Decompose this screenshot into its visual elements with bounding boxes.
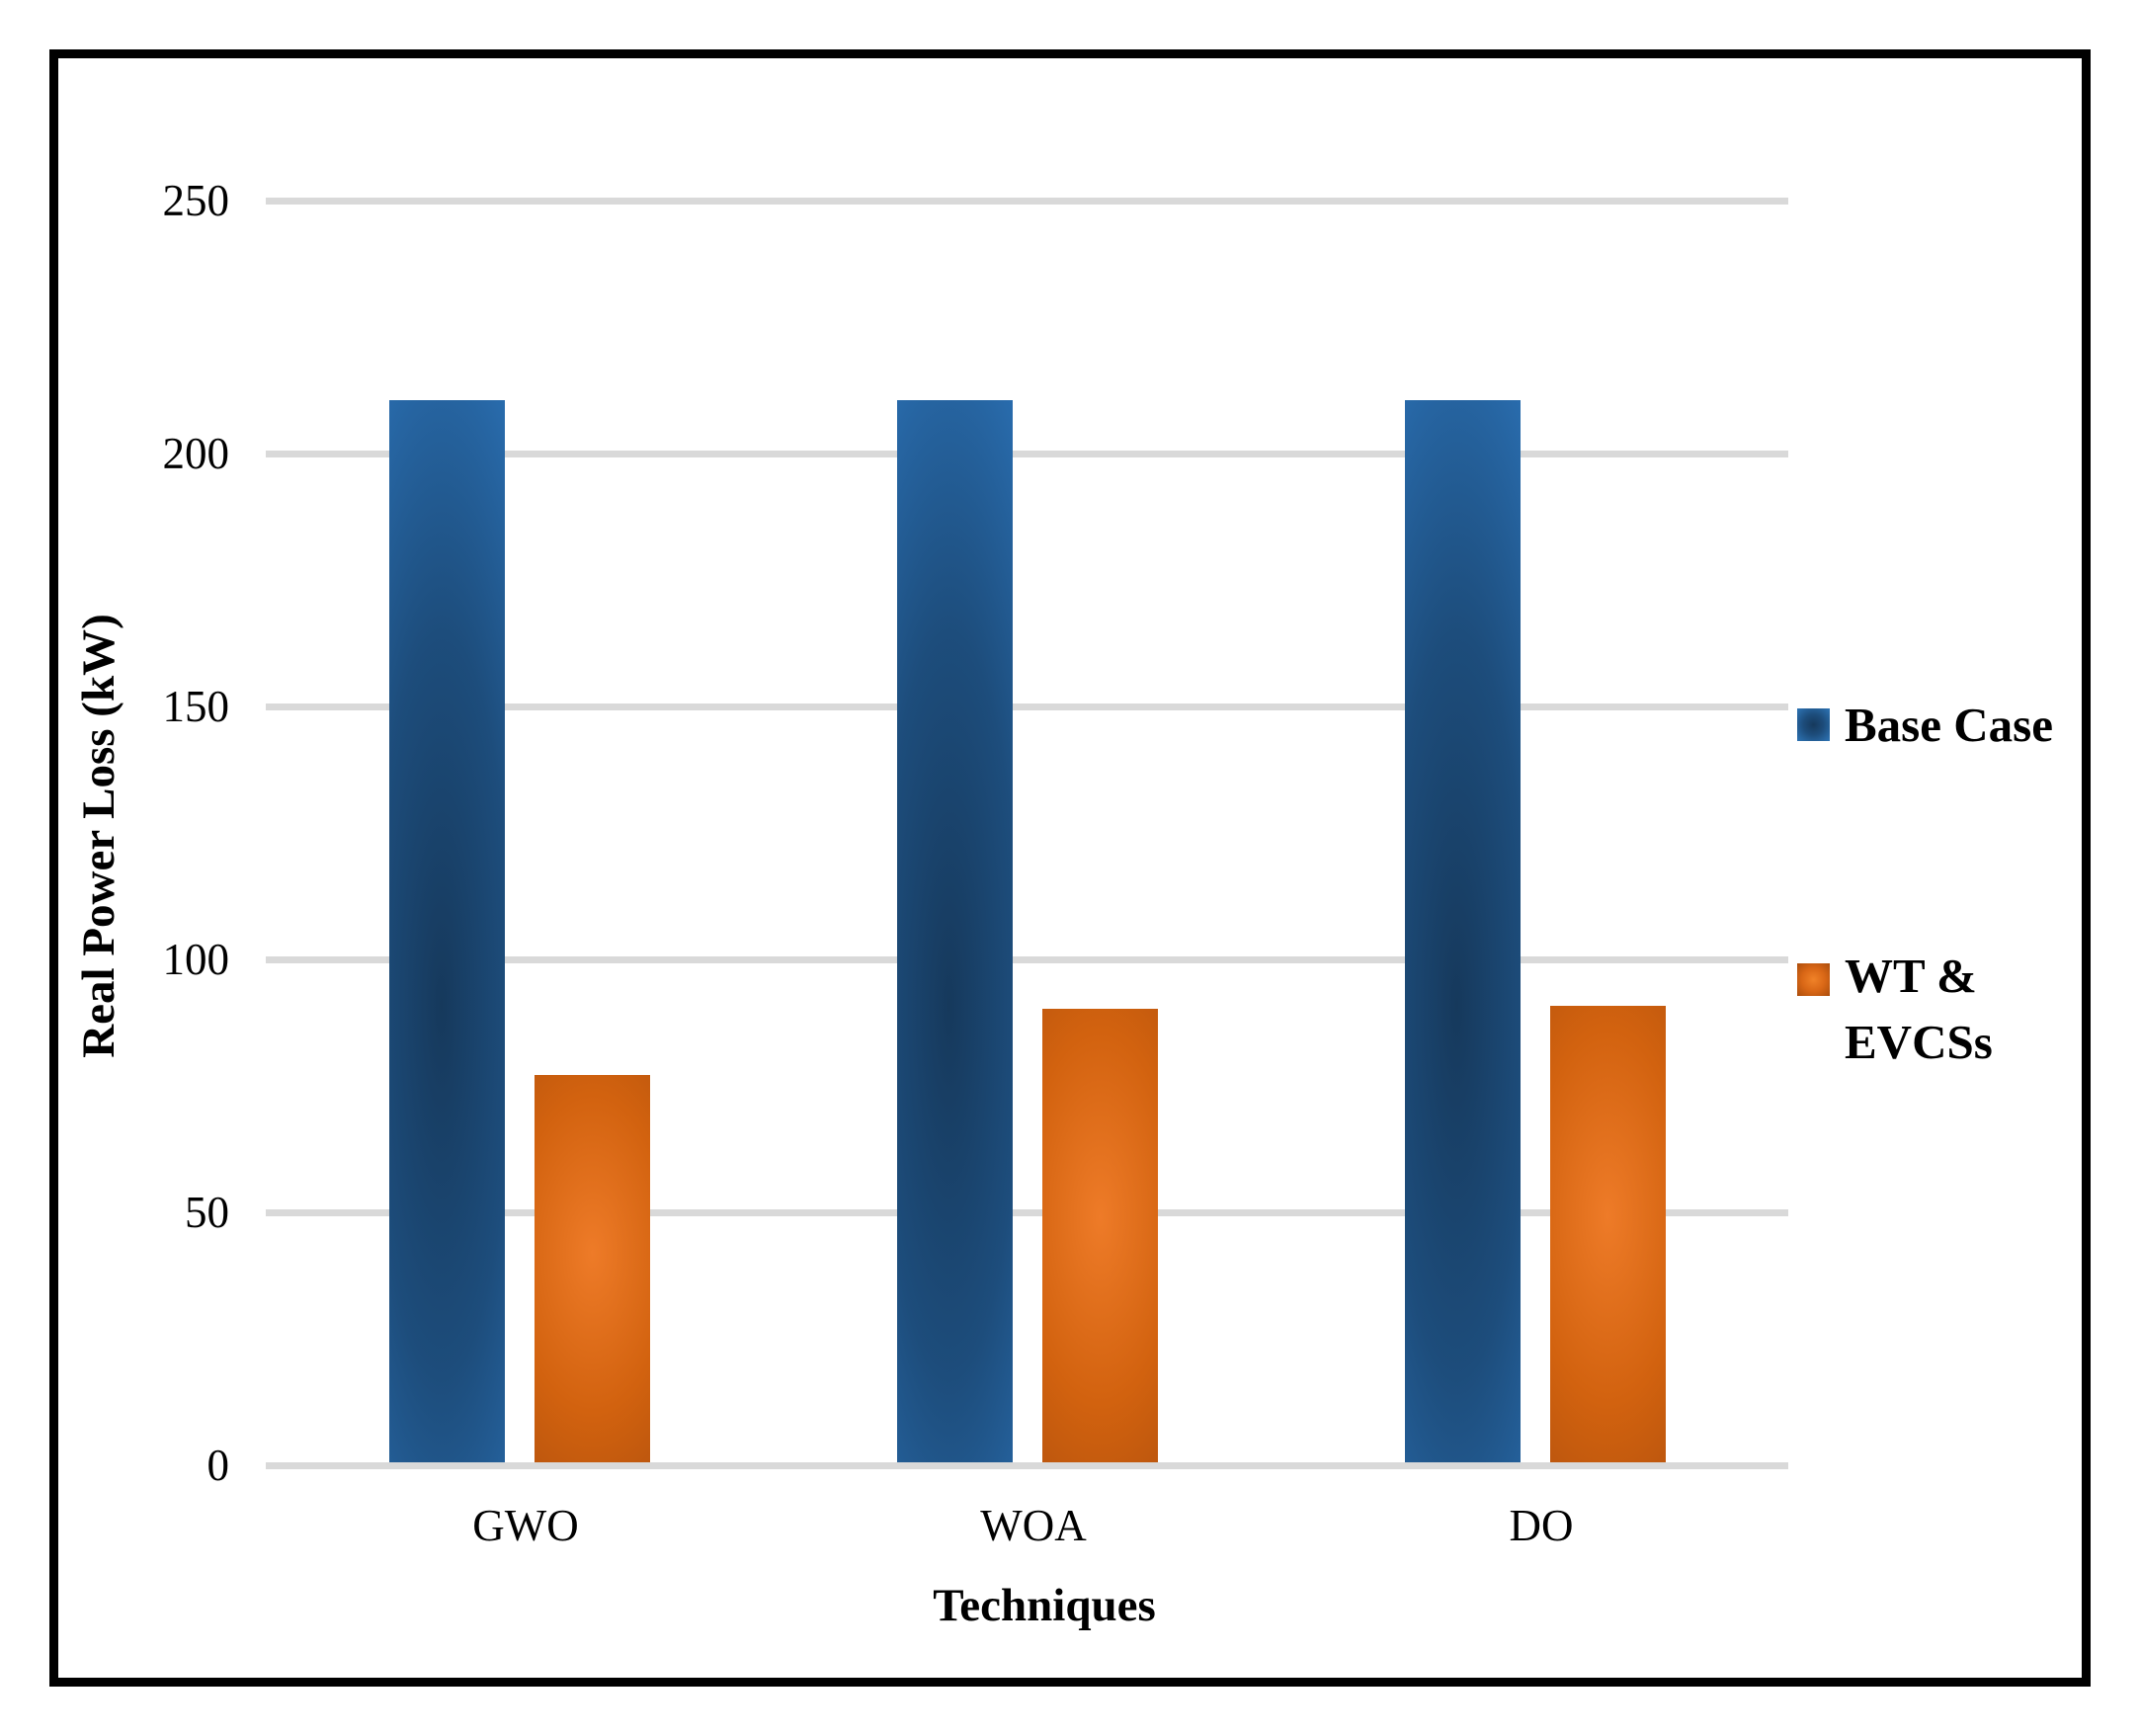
legend-item-base-case: Base Case [1797, 692, 2103, 758]
bar-base-case-do [1405, 400, 1521, 1462]
bar-wt-evcss-gwo [535, 1075, 650, 1462]
gridline-100 [266, 956, 1788, 963]
x-tick-label-do: DO [1509, 1501, 1574, 1550]
x-tick-label-gwo: GWO [472, 1501, 579, 1550]
y-tick-label-100: 100 [162, 935, 230, 984]
bar-base-case-woa [897, 400, 1013, 1462]
gridline-50 [266, 1209, 1788, 1216]
legend-swatch-base-case [1797, 708, 1830, 741]
y-tick-label-150: 150 [162, 682, 230, 731]
x-axis-title: Techniques [933, 1580, 1156, 1631]
legend-label-wt-evcss: WT & EVCSs [1845, 949, 1993, 1069]
bar-wt-evcss-do [1550, 1006, 1666, 1462]
y-tick-label-250: 250 [162, 176, 230, 225]
bar-base-case-gwo [389, 400, 505, 1462]
gridline-0 [266, 1462, 1788, 1469]
y-tick-label-200: 200 [162, 429, 230, 478]
y-tick-label-50: 50 [185, 1188, 229, 1237]
bar-wt-evcss-woa [1042, 1009, 1158, 1462]
y-tick-label-0: 0 [206, 1441, 230, 1490]
legend-swatch-wt-evcss [1797, 963, 1830, 996]
legend-label-base-case: Base Case [1845, 698, 2053, 752]
x-tick-label-woa: WOA [980, 1501, 1087, 1550]
y-axis-title: Real Power Loss (kW) [73, 614, 124, 1058]
gridline-200 [266, 451, 1788, 457]
gridline-150 [266, 703, 1788, 710]
gridline-250 [266, 198, 1788, 205]
legend-item-wt-evcss: WT & EVCSs [1797, 943, 2103, 1075]
